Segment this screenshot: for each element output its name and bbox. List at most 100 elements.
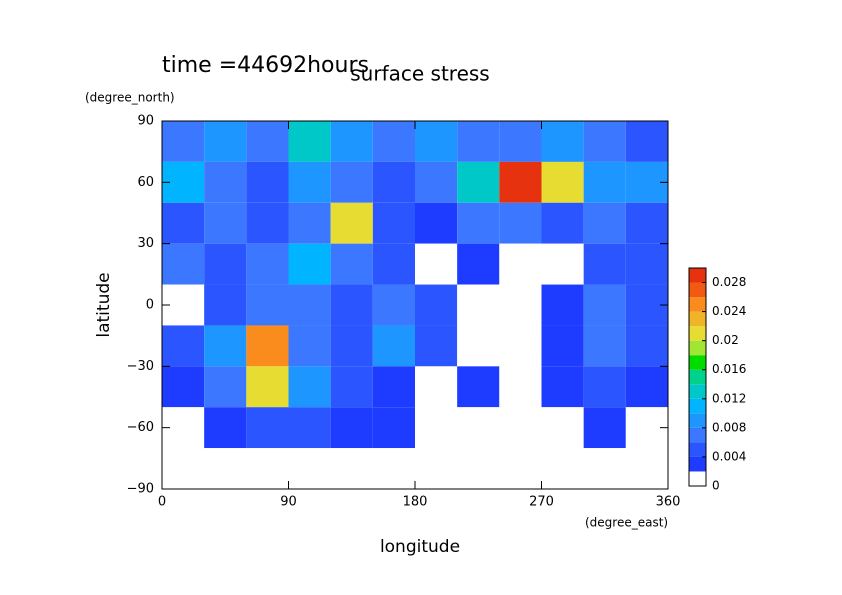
field-cell <box>330 407 373 449</box>
colorbar-swatch <box>689 282 706 298</box>
field-cell <box>246 407 289 449</box>
field-cell <box>583 448 626 489</box>
colorbar-swatch <box>689 398 706 414</box>
field-cell <box>541 407 584 449</box>
colorbar-swatch <box>689 326 706 341</box>
field-cell <box>541 284 584 326</box>
field-cell <box>372 284 415 326</box>
field-cell <box>330 202 373 244</box>
field-cell <box>499 121 542 162</box>
field-cell <box>541 121 584 162</box>
y-tick-label: 30 <box>137 236 154 251</box>
field-cell <box>457 448 500 489</box>
field-cell <box>625 325 668 367</box>
field-cell <box>162 202 205 244</box>
field-cell <box>372 325 415 367</box>
field-cell <box>457 407 500 449</box>
field-cell <box>204 243 247 285</box>
field-cell <box>415 202 458 244</box>
colorbar-label: 0.02 <box>712 333 739 347</box>
field-cell <box>457 366 500 408</box>
field-cell <box>162 121 205 162</box>
x-tick-label: 270 <box>529 495 554 510</box>
colorbar-swatch <box>689 340 706 356</box>
field-cell <box>288 161 331 203</box>
field-cell <box>204 161 247 203</box>
field-cell <box>625 243 668 285</box>
colorbar-swatch <box>689 369 706 385</box>
field-cell <box>246 121 289 162</box>
field-cell <box>415 161 458 203</box>
field-cell <box>204 325 247 367</box>
y-tick-label: −60 <box>127 420 154 435</box>
field-cell <box>583 325 626 367</box>
colorbar-label: 0.004 <box>712 449 746 463</box>
field-cell <box>288 366 331 408</box>
field-cell <box>457 325 500 367</box>
y-unit: (degree_north) <box>85 91 175 105</box>
field-cell <box>583 243 626 285</box>
colorbar-label: 0.016 <box>712 362 746 376</box>
field-cell <box>415 243 458 285</box>
field-cell <box>583 407 626 449</box>
field-cell <box>499 161 542 203</box>
field-cell <box>162 243 205 285</box>
y-tick-label: 60 <box>137 175 154 190</box>
field-cell <box>162 448 205 489</box>
colorbar-label: 0.008 <box>712 420 746 434</box>
field-cell <box>246 448 289 489</box>
field-cell <box>372 407 415 449</box>
y-axis-label: latitude <box>94 272 114 337</box>
field-cell <box>204 407 247 449</box>
field-cell <box>415 448 458 489</box>
field-cell <box>457 284 500 326</box>
colorbar-swatch <box>689 355 706 370</box>
colorbar-label: 0.012 <box>712 391 746 405</box>
colorbar-swatch <box>689 413 706 428</box>
field-cell <box>288 448 331 489</box>
field-cell <box>541 243 584 285</box>
field-cell <box>288 243 331 285</box>
field-cell <box>499 325 542 367</box>
field-cell <box>583 202 626 244</box>
field-cell <box>162 366 205 408</box>
field-cell <box>372 243 415 285</box>
colorbar-label: 0 <box>712 479 720 493</box>
field-cell <box>541 161 584 203</box>
x-tick-label: 0 <box>158 495 166 510</box>
field-cell <box>204 366 247 408</box>
field-cell <box>499 366 542 408</box>
field-cell <box>372 161 415 203</box>
field-cell <box>499 284 542 326</box>
field-cell <box>372 202 415 244</box>
field-cell <box>372 366 415 408</box>
field-cell <box>204 448 247 489</box>
x-tick-label: 180 <box>403 495 428 510</box>
field-cell <box>330 448 373 489</box>
colorbar-label: 0.024 <box>712 304 746 318</box>
field-cell <box>246 161 289 203</box>
field-cell <box>330 366 373 408</box>
field-cell <box>330 161 373 203</box>
field-cell <box>625 202 668 244</box>
y-tick-label: 90 <box>137 114 154 129</box>
field-cell <box>415 325 458 367</box>
field-cell <box>541 325 584 367</box>
field-cell <box>246 366 289 408</box>
y-tick-label: −30 <box>127 359 154 374</box>
field-cell <box>541 202 584 244</box>
field-cell <box>372 448 415 489</box>
y-tick-label: −90 <box>127 482 154 497</box>
field-cell <box>499 407 542 449</box>
field-cell <box>499 202 542 244</box>
field-cell <box>499 243 542 285</box>
x-tick-label: 360 <box>656 495 681 510</box>
field-cell <box>372 121 415 162</box>
field-cell <box>625 366 668 408</box>
field-cell <box>330 325 373 367</box>
field-cell <box>583 366 626 408</box>
field-cell <box>330 243 373 285</box>
field-cell <box>457 243 500 285</box>
field-cell <box>330 284 373 326</box>
field-cell <box>246 284 289 326</box>
